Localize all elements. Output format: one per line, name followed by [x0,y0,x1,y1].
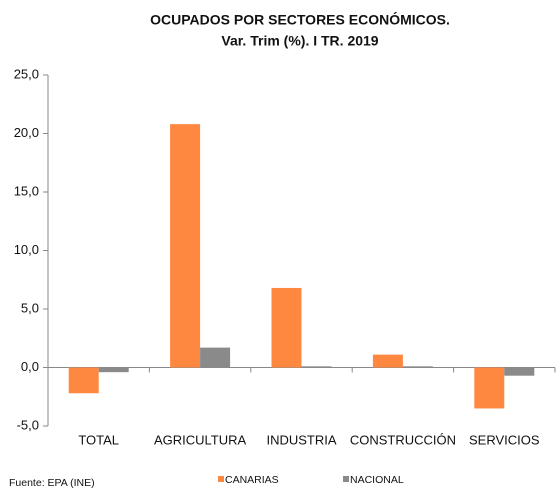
y-tick-label: 0,0 [21,359,39,374]
bar [474,367,505,409]
source: Fuente: EPA (INE) [9,477,95,488]
legend-label: CANARIAS [225,474,279,486]
x-tick-label: TOTAL [78,432,119,447]
bar [301,366,332,368]
bar [504,367,535,376]
y-tick-label: 10,0 [14,242,39,257]
chart-title: OCUPADOS POR SECTORES ECONÓMICOS. [150,11,450,28]
bar [402,366,433,368]
bar [372,354,403,368]
x-tick-label: CONSTRUCCIÓN [350,432,456,447]
y-tick-label: 20,0 [14,125,39,140]
bar [68,367,99,394]
legend-swatch [218,476,224,482]
y-tick-label: 25,0 [14,66,39,81]
y-tick-label: -5,0 [17,417,39,432]
x-tick-label: SERVICIOS [469,432,540,447]
legend-swatch [343,476,349,482]
bar [98,367,129,373]
chart-subtitle: Var. Trim (%). I TR. 2019 [221,33,378,49]
x-tick-label: AGRICULTURA [154,432,247,447]
x-tick-label: INDUSTRIA [266,432,336,447]
bar [271,287,302,368]
legend-label: NACIONAL [350,474,404,486]
bar [200,347,231,368]
bar [170,124,201,368]
y-tick-label: 5,0 [21,300,39,315]
y-tick-label: 15,0 [14,183,39,198]
